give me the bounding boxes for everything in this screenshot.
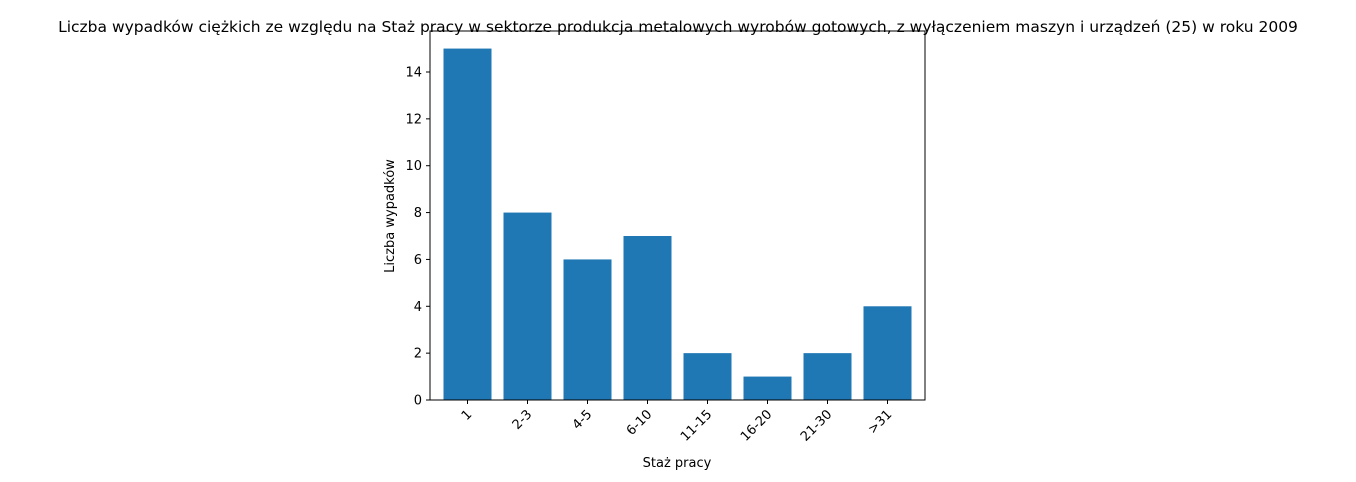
bar-4-5 (563, 259, 612, 400)
x-tick-label: 11-15 (678, 407, 715, 444)
bar-6-10 (623, 236, 672, 400)
x-tick-label: 16-20 (738, 407, 775, 444)
y-axis-label: Liczba wypadków (383, 159, 398, 273)
bar-21-30 (803, 353, 852, 400)
x-axis-label: Staż pracy (643, 456, 712, 471)
y-tick-label: 2 (414, 347, 422, 362)
y-tick-label: 0 (414, 394, 422, 409)
y-tick-label: 10 (405, 159, 422, 174)
x-tick-label: 4-5 (570, 407, 596, 433)
x-tick-label: 21-30 (798, 407, 835, 444)
plot-area (429, 30, 926, 401)
bar-1 (443, 48, 492, 400)
bar-16-20 (743, 376, 792, 400)
y-tick-label: 12 (405, 112, 422, 127)
plot-frame (429, 30, 926, 401)
bar-2-3 (503, 212, 552, 400)
x-tick-label: 6-10 (624, 407, 655, 438)
y-tick-label: 14 (405, 66, 422, 81)
y-tick-label: 8 (414, 206, 422, 221)
bar-11-15 (683, 353, 732, 400)
chart-title: Liczba wypadków ciężkich ze względu na S… (58, 18, 1298, 36)
bar->31 (863, 306, 912, 400)
y-tick-label: 6 (414, 253, 422, 268)
x-axis: 1 2-3 4-5 6-10 11-15 16-20 21-30 >31 (459, 400, 895, 445)
y-tick-label: 4 (414, 300, 422, 315)
x-tick-label: 2-3 (510, 407, 536, 433)
x-tick-label: 1 (459, 407, 475, 423)
y-axis: 0 2 4 6 8 10 12 14 (405, 66, 430, 409)
x-tick-label: >31 (865, 407, 895, 437)
